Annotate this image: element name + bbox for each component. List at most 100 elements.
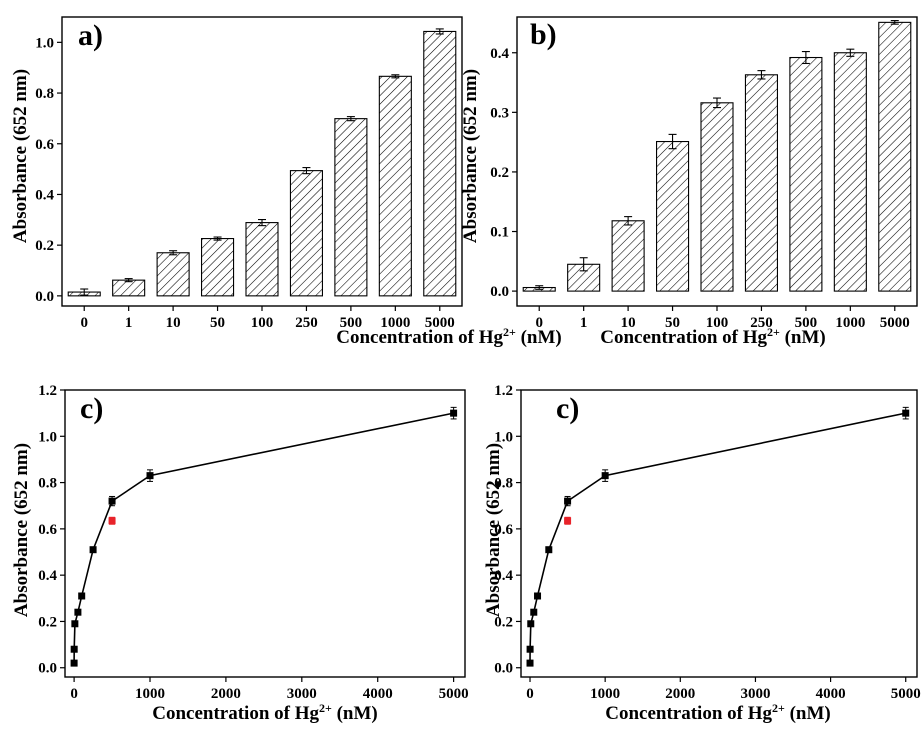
data-point [70, 645, 78, 653]
x-tick-label: 0 [535, 315, 543, 331]
x-tick-label: 100 [251, 315, 274, 331]
x-tick-label: 100 [706, 315, 729, 331]
x-tick-label: 10 [166, 315, 181, 331]
data-point [601, 472, 609, 480]
panel-label: c) [80, 392, 103, 425]
bar [156, 252, 190, 297]
x-tick-label: 3000 [740, 686, 770, 702]
data-point [534, 592, 542, 600]
data-point [450, 409, 458, 417]
bar [833, 52, 867, 292]
bar [201, 238, 235, 297]
data-point [902, 409, 910, 417]
bar [423, 30, 457, 297]
x-axis-label: Concentration of Hg2+ (nM) [336, 325, 562, 348]
y-tick-label: 1.2 [494, 383, 513, 399]
bar [700, 102, 734, 292]
x-tick-label: 0 [70, 686, 78, 702]
y-tick-label: 0.2 [494, 614, 513, 630]
x-tick-label: 1000 [590, 686, 620, 702]
bar [112, 279, 146, 297]
y-tick-label: 0.4 [38, 568, 57, 584]
x-tick-label: 250 [295, 315, 318, 331]
panel-c-left: c) Concentration of Hg2+ (nM) Absorbance… [11, 383, 469, 724]
bar [878, 21, 912, 292]
plot-frame [64, 389, 466, 678]
x-tick-label: 1 [125, 315, 133, 331]
highlight-point [564, 517, 572, 525]
data-point [530, 608, 538, 616]
y-tick-label: 0.6 [38, 522, 57, 538]
x-tick-label: 4000 [363, 686, 393, 702]
bar [656, 140, 690, 292]
x-tick-label: 500 [340, 315, 363, 331]
y-tick-label: 0.8 [494, 476, 513, 492]
bar [789, 56, 823, 292]
data-point [70, 659, 78, 667]
x-axis-label: Concentration of Hg2+ (nM) [152, 701, 378, 724]
data-point [89, 546, 97, 554]
y-tick-label: 0.4 [490, 46, 509, 62]
x-tick-label: 5000 [880, 315, 910, 331]
x-tick-label: 4000 [816, 686, 846, 702]
x-tick-label: 2000 [211, 686, 241, 702]
y-tick-label: 1.0 [35, 35, 54, 51]
x-tick-label: 0 [526, 686, 534, 702]
data-point [108, 497, 116, 505]
y-tick-label: 0.0 [38, 661, 57, 677]
x-tick-label: 1000 [835, 315, 865, 331]
y-tick-label: 0.0 [35, 289, 54, 305]
data-point [527, 620, 535, 628]
data-point [71, 620, 79, 628]
y-tick-label: 0.2 [490, 165, 509, 181]
y-axis-label: Absorbance (652 nm) [10, 69, 31, 243]
data-point [74, 608, 82, 616]
bar [744, 74, 778, 292]
y-tick-label: 0.8 [35, 86, 54, 102]
panel-a: a) Concentration of Hg2+ (nM) Absorbance… [10, 16, 562, 348]
data-point [526, 659, 534, 667]
highlight-point [108, 517, 116, 525]
x-tick-label: 250 [750, 315, 773, 331]
data-point [526, 645, 534, 653]
y-tick-label: 0.4 [494, 568, 513, 584]
x-tick-label: 500 [795, 315, 818, 331]
y-tick-label: 0.2 [35, 238, 54, 254]
series-line [529, 412, 906, 664]
y-tick-label: 0.2 [38, 614, 57, 630]
x-tick-label: 50 [210, 315, 225, 331]
x-tick-label: 5000 [891, 686, 921, 702]
plot-frame [520, 389, 918, 678]
bar [245, 222, 279, 297]
data-point [564, 497, 572, 505]
data-point [545, 546, 553, 554]
series-line [73, 412, 454, 664]
x-tick-label: 1000 [380, 315, 410, 331]
panel-label: b) [530, 18, 557, 51]
bar [289, 170, 323, 297]
x-tick-label: 1 [580, 315, 588, 331]
x-tick-label: 1000 [135, 686, 165, 702]
y-tick-label: 1.0 [494, 429, 513, 445]
x-tick-label: 5000 [439, 686, 469, 702]
y-axis-label: Absorbance (652 nm) [483, 443, 504, 617]
data-point [146, 472, 154, 480]
panel-b: b) Concentration of Hg2+ (nM) Absorbance… [460, 16, 918, 348]
bar [378, 75, 412, 297]
bar [611, 220, 645, 292]
y-tick-label: 0.6 [35, 137, 54, 153]
y-tick-label: 0.6 [494, 522, 513, 538]
y-tick-label: 1.0 [38, 429, 57, 445]
x-tick-label: 10 [621, 315, 636, 331]
y-axis-label: Absorbance (652 nm) [460, 69, 481, 243]
x-axis-label: Concentration of Hg2+ (nM) [600, 325, 826, 348]
x-tick-label: 5000 [425, 315, 455, 331]
y-tick-label: 0.0 [490, 284, 509, 300]
x-tick-label: 0 [80, 315, 88, 331]
x-tick-label: 3000 [287, 686, 317, 702]
panel-c-right: c) Concentration of Hg2+ (nM) Absorbance… [483, 383, 921, 724]
panel-label: c) [556, 392, 579, 425]
y-tick-label: 0.0 [494, 661, 513, 677]
y-tick-label: 0.4 [35, 187, 54, 203]
